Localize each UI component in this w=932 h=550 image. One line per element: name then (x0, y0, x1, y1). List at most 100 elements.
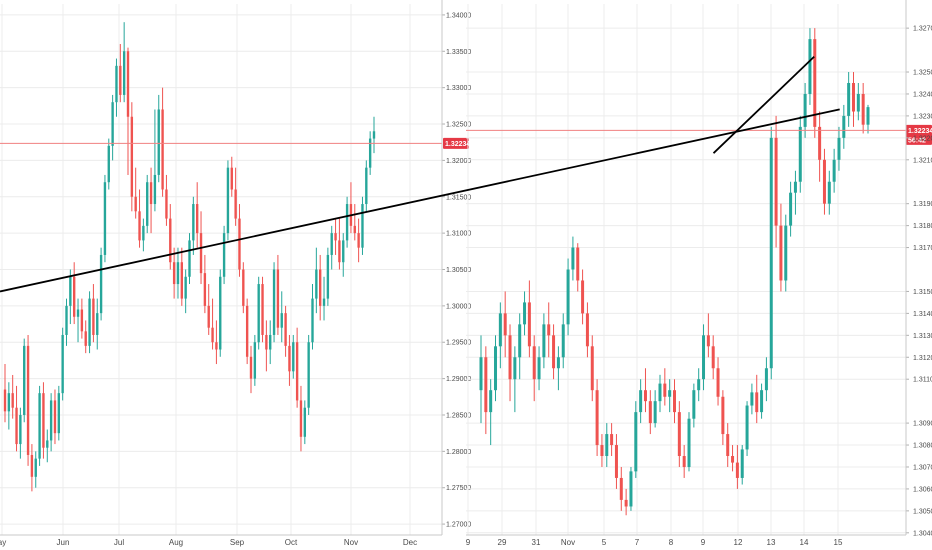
candle-body (192, 204, 195, 241)
y-tick-label: 1.32500 (446, 122, 471, 129)
candle-up (219, 269, 222, 357)
x-tick-label: 7 (635, 538, 640, 547)
x-tick-label: 15 (834, 538, 843, 547)
candle-body (566, 269, 570, 325)
candle-body (755, 392, 759, 413)
y-tick-label: 1.29500 (446, 340, 471, 347)
candle-body (808, 39, 812, 94)
candle-up (518, 313, 522, 380)
candle-body (361, 204, 364, 248)
candle-up (361, 196, 364, 255)
candle-down (818, 111, 822, 182)
x-tick-label: Nov (561, 538, 575, 547)
candle-body (494, 346, 498, 391)
candle-body (832, 159, 836, 182)
candle-up (571, 236, 575, 281)
candle-down (261, 276, 264, 343)
candle-up (88, 291, 91, 354)
candle-body (149, 182, 153, 205)
candle-down (813, 28, 817, 138)
candle-up (658, 374, 662, 413)
candle-body (498, 313, 502, 347)
candle-body (774, 137, 778, 226)
candle-down (92, 284, 95, 343)
left-price-axis[interactable]: 1.34000 1.33500 1.33000 1.32500 1.32000 1.315… (441, 0, 471, 535)
candle-up (798, 115, 802, 193)
candle-body (184, 276, 187, 299)
candle-down (600, 434, 604, 467)
candle-up (556, 346, 560, 391)
candle-body (165, 189, 168, 219)
candle-body (84, 331, 87, 346)
candle-body (518, 324, 522, 358)
candle-body (600, 445, 604, 457)
candle-up (280, 291, 283, 343)
candle-up (307, 334, 310, 415)
candle-down (755, 374, 759, 424)
candle-down (503, 291, 507, 358)
candle-down (663, 368, 667, 406)
candle-body (257, 284, 260, 343)
candle-body (311, 298, 314, 343)
candle-body (590, 346, 594, 391)
candle-up (837, 126, 841, 171)
candle-up (566, 258, 570, 336)
y-tick-label: 1.31100 (913, 377, 932, 384)
x-tick-label: Jun (57, 538, 70, 547)
candle-up (303, 400, 307, 445)
y-tick-label: 1.27500 (446, 485, 471, 492)
candle-body (330, 233, 333, 255)
left-chart-panel[interactable]: 1.32234 1.34000 1.33500 1.33000 1.32500 1.32… (0, 0, 471, 547)
candle-body (315, 269, 318, 299)
candle-body (180, 262, 184, 299)
trendline[interactable] (0, 108, 840, 293)
candle-down (590, 335, 594, 402)
candle-down (169, 204, 172, 270)
candle-down (731, 445, 735, 472)
candle-up (46, 429, 49, 463)
x-tick-label: ay (0, 538, 6, 547)
left-time-axis[interactable]: ay Jun Jul Aug Sep Oct Nov Dec (0, 534, 442, 547)
x-tick-label: Nov (344, 538, 358, 547)
candle-down (230, 156, 233, 197)
candle-body (284, 313, 287, 346)
candle-body (861, 93, 865, 125)
y-tick-label: 1.30900 (913, 421, 932, 428)
candle-up (253, 334, 257, 386)
candle-body (769, 137, 773, 369)
candle-down (547, 302, 551, 358)
candle-body (23, 345, 26, 415)
candle-up (111, 94, 114, 161)
candle-body (72, 276, 76, 317)
candle-body (503, 313, 507, 336)
candle-down (288, 334, 291, 386)
candle-body (26, 345, 30, 455)
candle-body (288, 345, 291, 372)
candle-down (349, 182, 353, 234)
candle-body (195, 204, 199, 234)
candle-body (581, 280, 585, 314)
candle-body (3, 389, 7, 412)
candle-down (165, 174, 168, 226)
candle-body (668, 390, 672, 397)
candle-body (188, 240, 191, 277)
candle-down (552, 324, 556, 380)
candle-body (745, 405, 749, 450)
candle-up (634, 401, 638, 478)
candle-body (130, 116, 134, 197)
y-tick-label: 1.29000 (446, 376, 471, 383)
candle-body (230, 167, 233, 190)
candle-up (760, 383, 764, 419)
candle-body (357, 233, 360, 248)
candle-body (527, 302, 531, 347)
candle-body (119, 65, 122, 95)
candle-body (153, 174, 157, 205)
trendline[interactable] (712, 56, 815, 154)
candle-down (30, 444, 34, 492)
right-time-axis[interactable]: 9 29 31 Nov 5 7 8 9 12 13 14 15 (466, 534, 906, 547)
candle-down (161, 87, 164, 197)
right-price-axis[interactable]: 1.32700 1.32500 1.32400 1.32300 1.32200 1.321… (905, 0, 932, 537)
candle-body (176, 262, 180, 285)
